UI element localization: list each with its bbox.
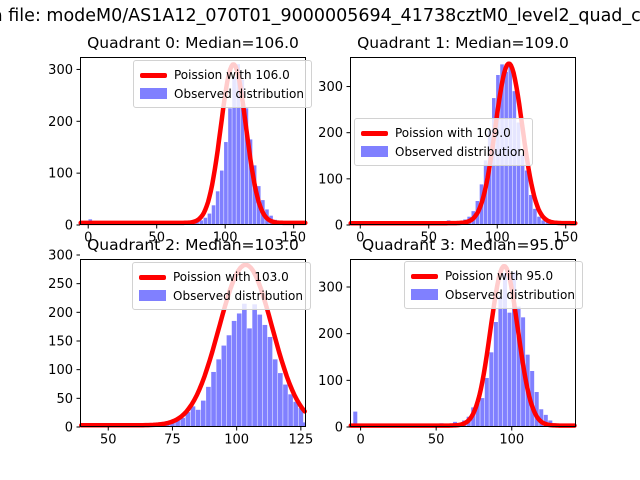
- svg-text:50: 50: [420, 231, 437, 246]
- svg-text:200: 200: [48, 115, 73, 130]
- quadrant-2-title: Quadrant 2: Median=103.0: [87, 236, 299, 254]
- svg-text:0: 0: [65, 421, 73, 436]
- svg-text:0: 0: [84, 231, 92, 246]
- svg-text:200: 200: [318, 327, 343, 342]
- svg-text:200: 200: [48, 306, 73, 321]
- legend-item-curve: Poission with 103.0: [139, 268, 303, 287]
- blue-patch-swatch-icon: [361, 146, 388, 158]
- legend-hist-label: Observed distribution: [173, 288, 303, 303]
- svg-text:50: 50: [148, 231, 165, 246]
- quadrant-2-legend: Poission with 103.0 Observed distributio…: [132, 262, 311, 311]
- legend-curve-label: Poission with 106.0: [174, 68, 290, 82]
- quadrant-3-axes: 0 50 100 0 100 200 300: [318, 259, 577, 448]
- quadrant-0-legend: Poission with 106.0 Observed distributio…: [133, 60, 312, 109]
- svg-text:50: 50: [100, 433, 117, 448]
- legend-item-hist: Observed distribution: [139, 287, 303, 306]
- quadrant-0-axes: 0 50 100 150 0 100 200 300: [48, 57, 308, 246]
- legend-curve-label: Poission with 103.0: [173, 270, 289, 284]
- red-line-swatch-icon: [140, 73, 167, 78]
- svg-text:50: 50: [56, 392, 73, 407]
- svg-text:200: 200: [318, 126, 343, 141]
- svg-text:100: 100: [318, 374, 343, 389]
- legend-hist-label: Observed distribution: [174, 86, 304, 101]
- legend-hist-label: Observed distribution: [395, 144, 525, 159]
- svg-text:100: 100: [318, 172, 343, 187]
- quadrant-0-plot: 0 50 100 150 0 100 200 300: [48, 57, 308, 246]
- svg-text:0: 0: [65, 219, 73, 234]
- legend-item-hist: Observed distribution: [411, 286, 575, 305]
- svg-text:0: 0: [356, 231, 364, 246]
- quadrant-3-title: Quadrant 3: Median=95.0: [362, 236, 564, 254]
- svg-text:100: 100: [48, 363, 73, 378]
- legend-item-curve: Poission with 95.0: [411, 267, 575, 286]
- blue-patch-swatch-icon: [411, 289, 438, 301]
- svg-text:300: 300: [48, 248, 73, 263]
- svg-text:100: 100: [485, 231, 510, 246]
- quadrant-2-plot: 50 75 100 125 0 50 100 150 200 250 300: [48, 248, 313, 447]
- figure-title: a file: modeM0/AS1A12_070T01_9000005694_…: [0, 6, 640, 26]
- quadrant-3-plot: 0 50 100 0 100 200 300: [318, 259, 577, 448]
- svg-text:300: 300: [318, 281, 343, 296]
- svg-text:50: 50: [428, 433, 445, 448]
- svg-text:250: 250: [48, 277, 73, 292]
- legend-curve-label: Poission with 95.0: [445, 269, 554, 283]
- svg-text:100: 100: [499, 433, 524, 448]
- blue-patch-swatch-icon: [139, 290, 166, 302]
- svg-text:300: 300: [318, 80, 343, 95]
- svg-text:150: 150: [281, 231, 306, 246]
- svg-text:150: 150: [48, 334, 73, 349]
- svg-text:100: 100: [48, 167, 73, 182]
- legend-curve-label: Poission with 109.0: [395, 126, 511, 140]
- legend-item-curve: Poission with 106.0: [140, 66, 304, 85]
- quadrant-2-axes: 50 75 100 125 0 50 100 150 200 250 300: [48, 248, 313, 447]
- svg-text:150: 150: [553, 231, 578, 246]
- red-line-swatch-icon: [139, 275, 166, 280]
- svg-text:300: 300: [48, 63, 73, 78]
- red-line-swatch-icon: [361, 131, 388, 136]
- legend-item-hist: Observed distribution: [361, 143, 525, 162]
- svg-text:125: 125: [288, 433, 313, 448]
- red-line-swatch-icon: [411, 274, 438, 279]
- legend-item-hist: Observed distribution: [140, 85, 304, 104]
- quadrant-3-legend: Poission with 95.0 Observed distribution: [404, 261, 583, 310]
- legend-hist-label: Observed distribution: [445, 287, 575, 302]
- svg-text:0: 0: [335, 219, 343, 234]
- svg-text:75: 75: [164, 433, 181, 448]
- blue-patch-swatch-icon: [140, 88, 167, 100]
- svg-text:100: 100: [213, 231, 238, 246]
- legend-item-curve: Poission with 109.0: [361, 124, 525, 143]
- svg-text:0: 0: [356, 433, 364, 448]
- svg-text:100: 100: [224, 433, 249, 448]
- quadrant-1-legend: Poission with 109.0 Observed distributio…: [354, 118, 533, 167]
- quadrant-1-title: Quadrant 1: Median=109.0: [357, 34, 569, 52]
- quadrant-0-title: Quadrant 0: Median=106.0: [87, 34, 299, 52]
- svg-text:0: 0: [335, 421, 343, 436]
